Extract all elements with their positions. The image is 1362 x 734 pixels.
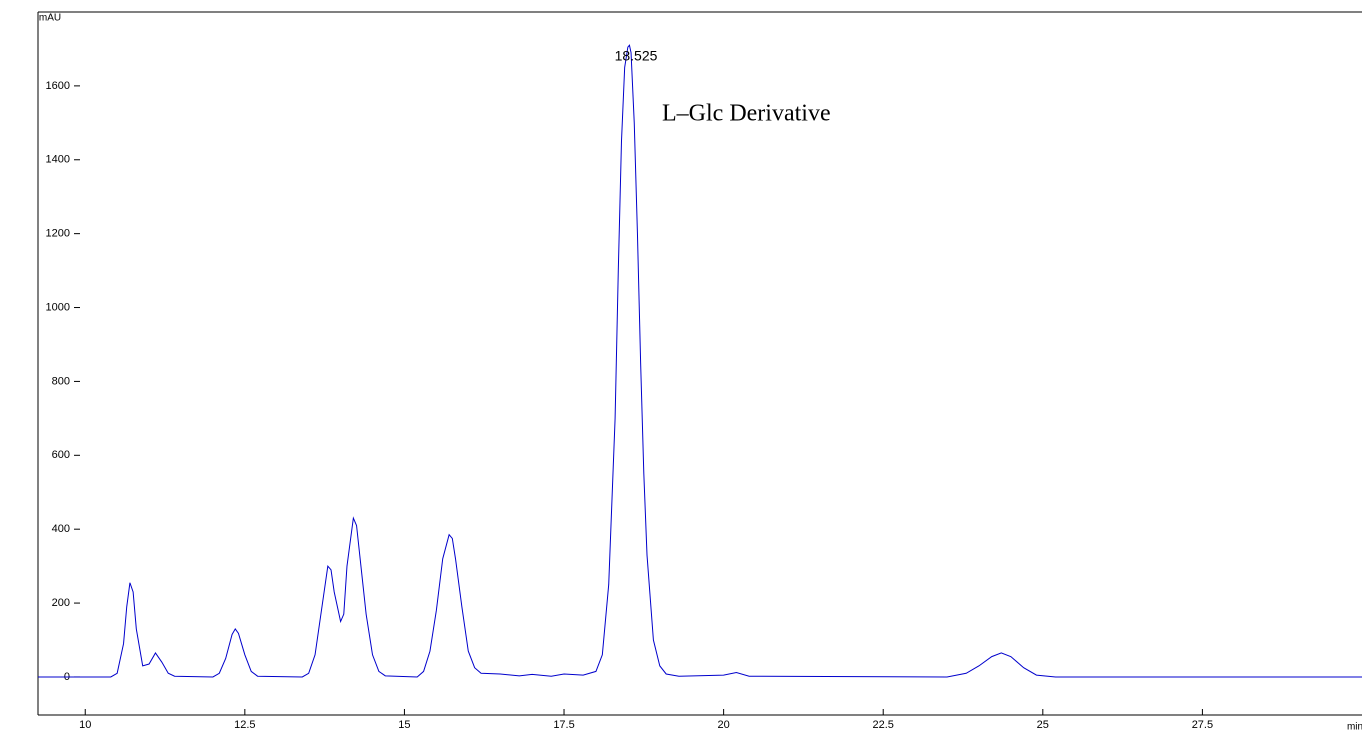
x-tick-label: 22.5: [873, 719, 894, 731]
x-tick-label: 12.5: [234, 719, 255, 731]
y-tick-label: 1600: [46, 80, 70, 92]
y-tick-label: 200: [52, 597, 70, 609]
y-tick-label: 800: [52, 375, 70, 387]
x-tick-label: 25: [1037, 719, 1049, 731]
y-tick-label: 600: [52, 449, 70, 461]
x-axis-label: min: [1347, 722, 1362, 733]
peak-label: 18.525: [615, 48, 658, 64]
x-tick-label: 17.5: [553, 719, 574, 731]
annotation: L–Glc Derivative: [662, 101, 831, 127]
x-tick-label: 27.5: [1192, 719, 1213, 731]
trace: [38, 44, 1362, 678]
x-tick-label: 10: [79, 719, 91, 731]
y-tick-label: 1400: [46, 154, 70, 166]
x-tick-label: 20: [717, 719, 729, 731]
y-tick-label: 1000: [46, 301, 70, 313]
y-axis-label: mAU: [39, 13, 61, 24]
y-tick-label: 1200: [46, 228, 70, 240]
y-tick-label: 400: [52, 523, 70, 535]
x-tick-label: 15: [398, 719, 410, 731]
